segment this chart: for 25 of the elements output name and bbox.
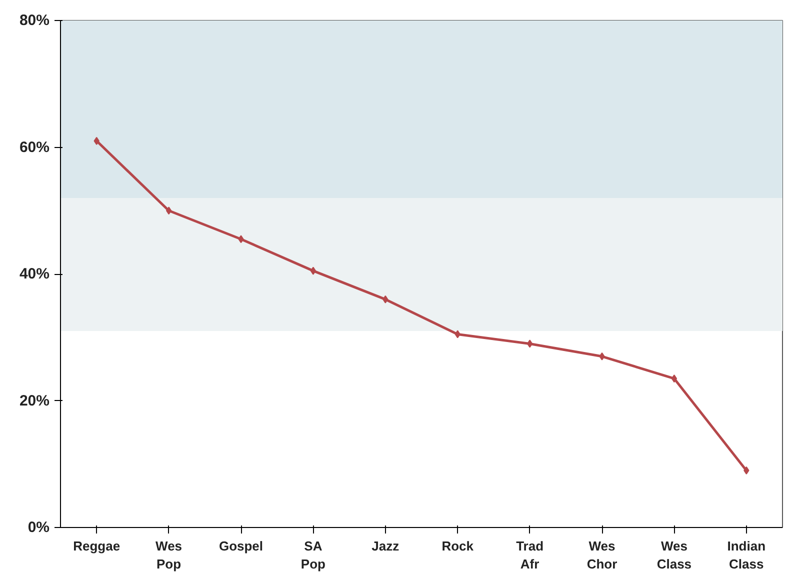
point <box>454 330 460 338</box>
y-tick-label: 60% <box>19 138 50 156</box>
point <box>599 352 605 360</box>
x-tick-label: Reggae <box>73 538 120 554</box>
x-tick-label: Trad Afr <box>516 538 544 572</box>
y-tick-label: 40% <box>19 266 50 282</box>
x-tick-label: Wes Class <box>656 538 692 572</box>
point <box>671 374 678 383</box>
x-tick-label: Rock <box>442 538 474 554</box>
y-tick-label: 80% <box>19 12 50 29</box>
x-tick-label: SA Pop <box>300 538 326 572</box>
point <box>744 466 750 474</box>
point <box>310 266 316 275</box>
x-tick-label: Gospel <box>218 538 264 554</box>
y-tick-label: 20% <box>19 392 50 410</box>
point <box>166 206 172 215</box>
point <box>94 136 100 145</box>
x-tick-label: Jazz <box>372 538 400 554</box>
y-tick-label: 0% <box>28 519 50 536</box>
x-tick-label: Wes Pop <box>156 538 182 572</box>
point <box>526 340 533 348</box>
point <box>382 295 388 304</box>
point <box>238 235 244 244</box>
x-tick-label: Wes Chor <box>586 538 618 572</box>
x-tick-label: Indian Class <box>727 538 766 572</box>
